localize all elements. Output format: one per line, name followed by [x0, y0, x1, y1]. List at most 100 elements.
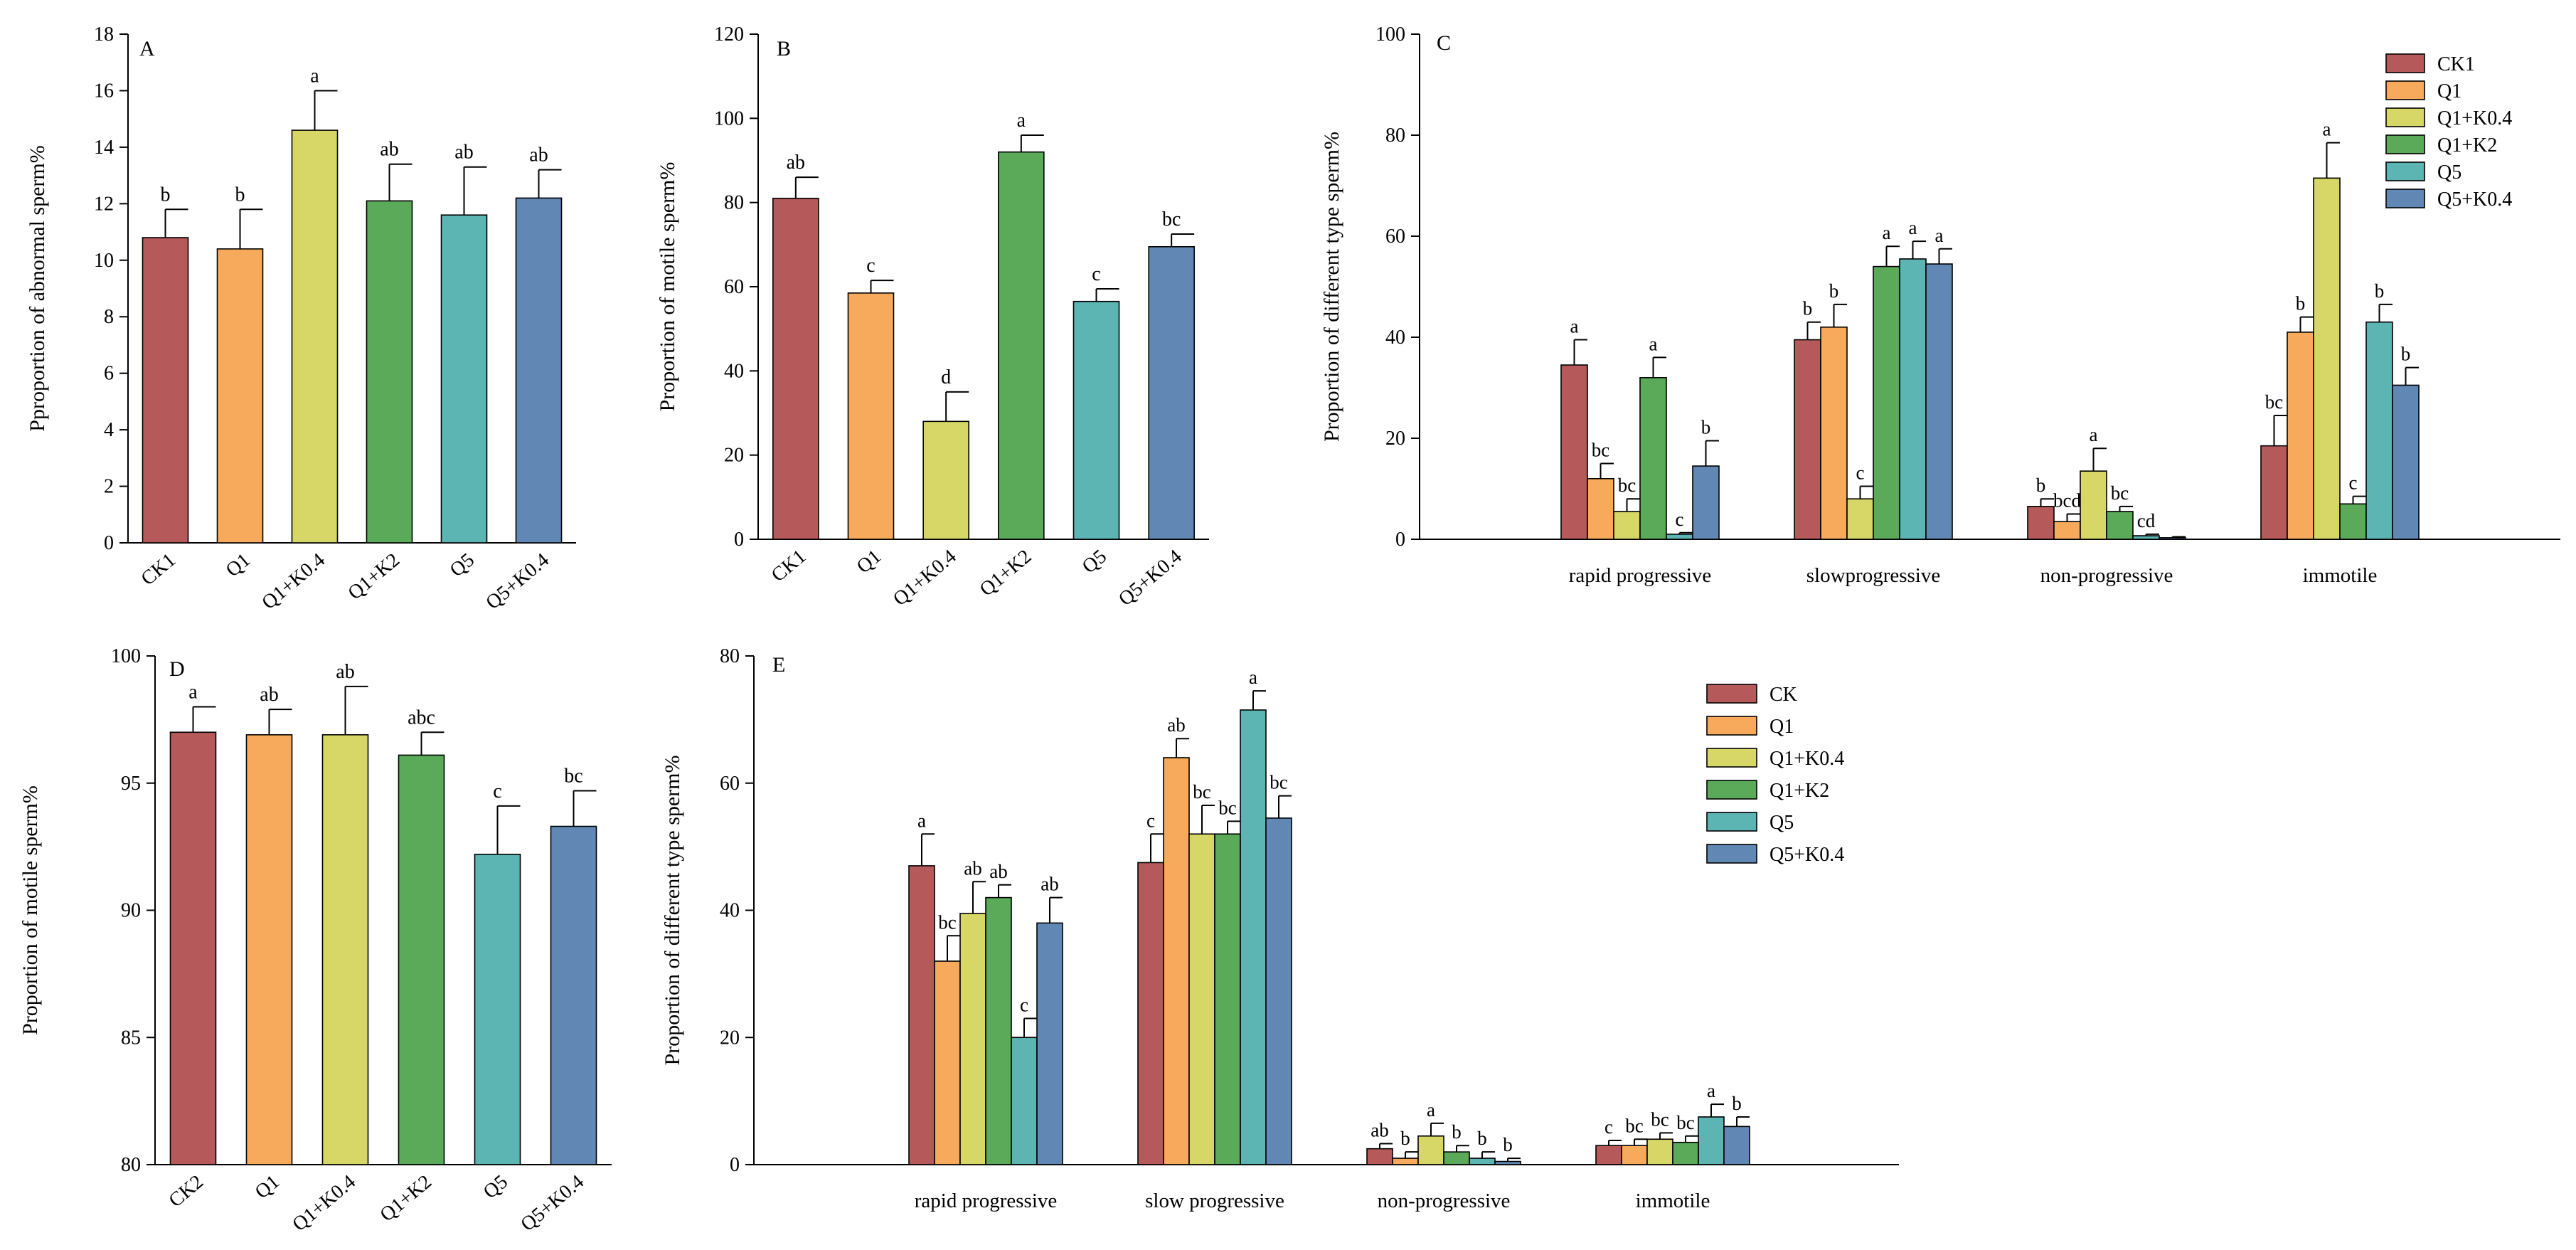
bar: [169, 731, 217, 1165]
legend-label: Q1+K2: [2437, 134, 2497, 157]
significance-letter: c: [1020, 994, 1028, 1015]
bar: [474, 854, 521, 1165]
y-tick-label: 18: [94, 23, 114, 46]
significance-letter: bc: [1193, 781, 1211, 803]
x-category-label: Q5: [446, 549, 479, 582]
panel-label: E: [772, 653, 785, 677]
y-axis-title: Proportion of motile sperm%: [18, 785, 42, 1035]
significance-letter: b: [2296, 293, 2306, 314]
bar: [1073, 300, 1120, 540]
x-category-label: Q1+K0.4: [257, 549, 329, 614]
significance-letter: b: [1477, 1128, 1487, 1149]
bar: [1846, 498, 1874, 540]
x-category-label: Q1+K2: [376, 1171, 436, 1227]
significance-letter: ab: [454, 142, 473, 164]
bar: [2132, 535, 2160, 540]
bar: [2392, 384, 2420, 540]
legend-swatch: [2385, 134, 2425, 154]
significance-letter: a: [1935, 225, 1944, 246]
y-tick-label: 60: [1385, 226, 1405, 248]
bar: [1392, 1158, 1419, 1165]
y-tick-label: 40: [720, 900, 740, 922]
y-tick-label: 80: [720, 645, 740, 667]
x-category-label: Q1+K0.4: [288, 1171, 360, 1236]
significance-letter: bc: [2265, 391, 2284, 413]
significance-letter: bc: [938, 911, 957, 933]
bar: [366, 200, 413, 544]
significance-letter: b: [1452, 1121, 1462, 1143]
panel-b: 0 20 40 60 80 100 120 B Proportion of motile spe…: [656, 23, 1209, 610]
legend-swatch: [2385, 189, 2425, 208]
legend-label: Q5: [1769, 812, 1794, 834]
legend-swatch: [1706, 716, 1757, 736]
significance-letter: a: [2323, 119, 2331, 140]
significance-letter: b: [1829, 280, 1839, 302]
bar: [291, 129, 339, 544]
significance-letter: a: [1249, 667, 1257, 688]
significance-letter: b: [2375, 280, 2385, 302]
bar: [922, 420, 969, 540]
significance-letter: bc: [1218, 797, 1237, 818]
y-tick-label: 40: [724, 360, 744, 382]
bar: [2339, 503, 2367, 540]
significance-letter: ab: [989, 861, 1007, 882]
bar: [1560, 364, 1588, 540]
y-axis-title: Pproportion of abnormal sperm%: [26, 145, 49, 431]
bar: [2053, 521, 2081, 540]
legend-label: CK1: [2437, 53, 2475, 75]
x-category-label: CK1: [767, 546, 810, 587]
bar: [772, 197, 819, 540]
significance-letter: abc: [408, 706, 435, 729]
bar: [1899, 258, 1927, 540]
panel-label: C: [1437, 31, 1451, 55]
y-tick-label: 95: [121, 773, 141, 795]
significance-letter: a: [1909, 217, 1917, 238]
bar: [2106, 511, 2134, 540]
significance-letter: b: [2401, 344, 2411, 365]
bar: [1820, 326, 1848, 540]
bar: [1666, 534, 1693, 540]
x-category-label: CK1: [137, 549, 180, 590]
significance-letter: a: [1570, 316, 1579, 337]
x-category-label: non-progressive: [2040, 564, 2173, 587]
y-axis-title: Proportion of different type sperm%: [1320, 132, 1343, 442]
y-tick-label: 100: [714, 107, 744, 129]
panel-label: A: [139, 37, 155, 60]
legend-swatch: [1706, 748, 1757, 768]
y-tick-label: 0: [1395, 529, 1405, 551]
bar: [440, 214, 488, 544]
y-tick-label: 80: [121, 1154, 141, 1176]
bar: [2365, 321, 2393, 540]
significance-letter: bc: [564, 765, 582, 787]
legend-swatch: [1706, 812, 1757, 832]
y-tick-label: 60: [720, 773, 740, 795]
x-category-label: Q1: [251, 1171, 284, 1204]
x-category-label: immotile: [1636, 1190, 1710, 1212]
y-tick-label: 6: [104, 363, 114, 385]
y-tick-label: 80: [724, 192, 744, 214]
x-category-label: immotile: [2303, 564, 2378, 587]
bar: [1613, 511, 1641, 540]
significance-letter: ab: [1167, 714, 1185, 736]
significance-letter: a: [1707, 1080, 1715, 1101]
x-category-label: Q5+K0.4: [1114, 546, 1186, 610]
significance-letter: b: [1701, 417, 1711, 438]
legend-swatch: [1706, 684, 1757, 704]
x-category-label: rapid progressive: [1569, 564, 1712, 587]
legend-swatch: [1706, 844, 1757, 864]
significance-letter: ab: [787, 152, 805, 174]
legend-label: Q1: [1769, 716, 1794, 738]
panel-a: 0 2 4 6 8 10 12 14 16 18 A Pproportion of abnormal …: [26, 23, 576, 614]
bar: [1621, 1145, 1648, 1165]
y-axis-title: Proportion of different type sperm%: [661, 755, 684, 1065]
x-category-label: Q1: [853, 546, 885, 578]
bar: [1036, 922, 1063, 1165]
x-category-label: Q1+K0.4: [889, 546, 961, 610]
significance-letter: bc: [2111, 482, 2129, 504]
y-tick-label: 14: [94, 137, 114, 159]
legend-swatch: [2385, 107, 2425, 127]
y-tick-label: 100: [1375, 23, 1405, 46]
y-tick-label: 90: [121, 900, 141, 922]
significance-letter: ab: [964, 857, 981, 879]
significance-letter: b: [1803, 298, 1813, 319]
